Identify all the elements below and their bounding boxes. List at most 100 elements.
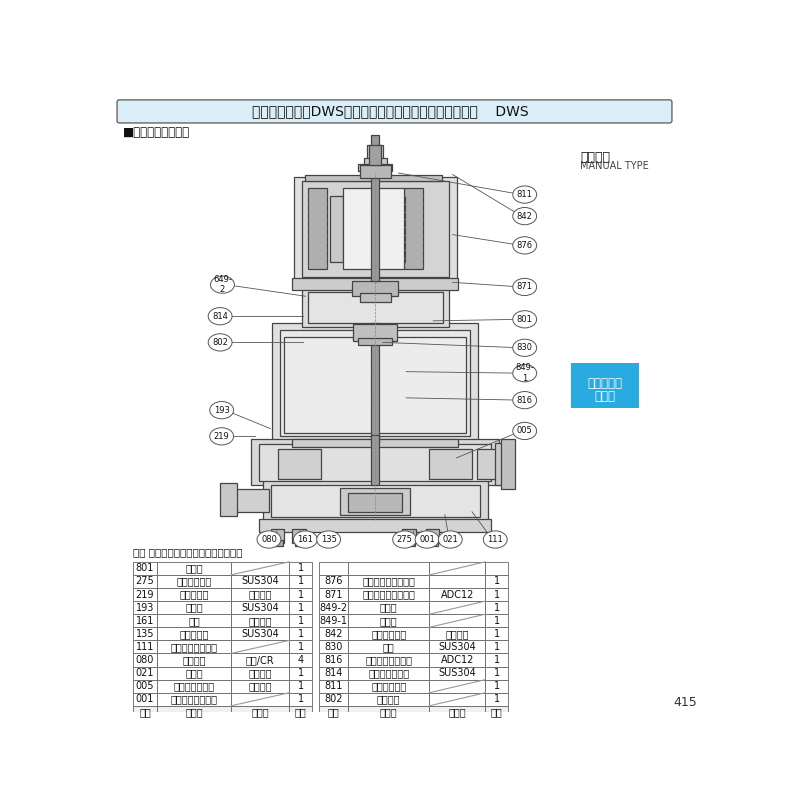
Bar [571, 363, 639, 408]
Bar [348, 562, 430, 575]
Text: ADC12: ADC12 [441, 655, 474, 665]
Bar [262, 478, 487, 521]
Bar [259, 444, 491, 481]
Text: ゴム/CR: ゴム/CR [246, 655, 274, 665]
Bar [318, 627, 348, 640]
Bar [348, 680, 430, 693]
Text: 1: 1 [494, 642, 500, 652]
Text: 849-2: 849-2 [319, 602, 347, 613]
Bar [330, 196, 342, 262]
Text: 羽根裏座金: 羽根裏座金 [179, 629, 209, 639]
Bar [318, 588, 348, 601]
Bar [430, 614, 485, 627]
Ellipse shape [438, 531, 462, 548]
Bar [292, 529, 306, 542]
Text: 材　料: 材 料 [251, 707, 269, 718]
Bar [259, 519, 491, 532]
Ellipse shape [513, 339, 537, 357]
Bar [358, 164, 392, 170]
Text: 219: 219 [136, 590, 154, 599]
Bar [133, 680, 158, 693]
Text: 1: 1 [494, 590, 500, 599]
Bar [318, 575, 348, 588]
Bar [502, 438, 515, 489]
Bar [302, 181, 449, 277]
Bar [231, 588, 289, 601]
Text: SUS304: SUS304 [241, 577, 279, 586]
Ellipse shape [513, 207, 537, 225]
Bar [280, 330, 470, 436]
Text: 001: 001 [136, 694, 154, 704]
Text: 電動機フレーム: 電動機フレーム [368, 668, 410, 678]
Bar [393, 196, 406, 262]
Bar [485, 693, 509, 706]
Text: 羽根車: 羽根車 [186, 668, 203, 678]
Text: 871: 871 [517, 282, 533, 291]
Bar [485, 588, 509, 601]
Bar [485, 666, 509, 680]
Bar [158, 627, 231, 640]
Text: 135: 135 [136, 629, 154, 639]
Text: SUS304: SUS304 [438, 668, 476, 678]
Text: 合成樹脂: 合成樹脂 [248, 590, 272, 599]
Text: 1: 1 [298, 694, 304, 704]
Bar [158, 706, 231, 719]
Bar [289, 640, 312, 654]
Bar [430, 449, 472, 479]
Text: 4: 4 [298, 655, 304, 665]
Ellipse shape [513, 237, 537, 254]
Ellipse shape [210, 428, 234, 445]
Ellipse shape [483, 531, 507, 548]
Bar [294, 177, 457, 281]
Bar [133, 627, 158, 640]
Text: 001: 001 [419, 535, 435, 544]
Bar [133, 693, 158, 706]
Bar [485, 654, 509, 666]
Text: 電動機カバー: 電動機カバー [371, 629, 406, 639]
Bar [285, 337, 466, 434]
Bar [348, 614, 430, 627]
Bar [318, 666, 348, 680]
Text: 842: 842 [517, 212, 533, 221]
Text: 1: 1 [494, 629, 500, 639]
Text: 816: 816 [517, 396, 533, 405]
Bar [158, 640, 231, 654]
Bar [318, 680, 348, 693]
Bar [318, 640, 348, 654]
Text: 玉軸受: 玉軸受 [380, 616, 398, 626]
Text: MANUAL TYPE: MANUAL TYPE [581, 161, 650, 171]
Text: 個数: 個数 [491, 707, 502, 718]
Text: 849-
1: 849- 1 [515, 363, 534, 383]
Text: 1: 1 [494, 682, 500, 691]
Text: 電動機焼損防止装置: 電動機焼損防止装置 [362, 577, 415, 586]
Bar [158, 588, 231, 601]
Text: 005: 005 [517, 426, 533, 435]
FancyBboxPatch shape [117, 100, 672, 123]
Text: 802: 802 [212, 338, 228, 347]
Text: 811: 811 [517, 190, 533, 199]
Text: 1: 1 [298, 629, 304, 639]
Bar [426, 529, 439, 542]
Text: 811: 811 [324, 682, 342, 691]
Bar [231, 627, 289, 640]
Text: 負荷側ブラケット: 負荷側ブラケット [365, 655, 412, 665]
Text: 1: 1 [298, 577, 304, 586]
Text: 1: 1 [494, 616, 500, 626]
Bar [485, 640, 509, 654]
Text: 番号: 番号 [139, 707, 151, 718]
Bar [231, 601, 289, 614]
Bar [133, 601, 158, 614]
Bar [402, 529, 416, 542]
Text: ■構造断面図（例）: ■構造断面図（例） [123, 126, 190, 139]
Bar [231, 614, 289, 627]
Text: 849-1: 849-1 [319, 616, 347, 626]
Bar [305, 174, 442, 181]
Bar [251, 438, 499, 485]
Text: 1: 1 [298, 642, 304, 652]
Bar [485, 575, 509, 588]
Bar [158, 562, 231, 575]
Bar [318, 601, 348, 614]
Bar [348, 666, 430, 680]
Text: 1: 1 [298, 682, 304, 691]
Bar [430, 680, 485, 693]
